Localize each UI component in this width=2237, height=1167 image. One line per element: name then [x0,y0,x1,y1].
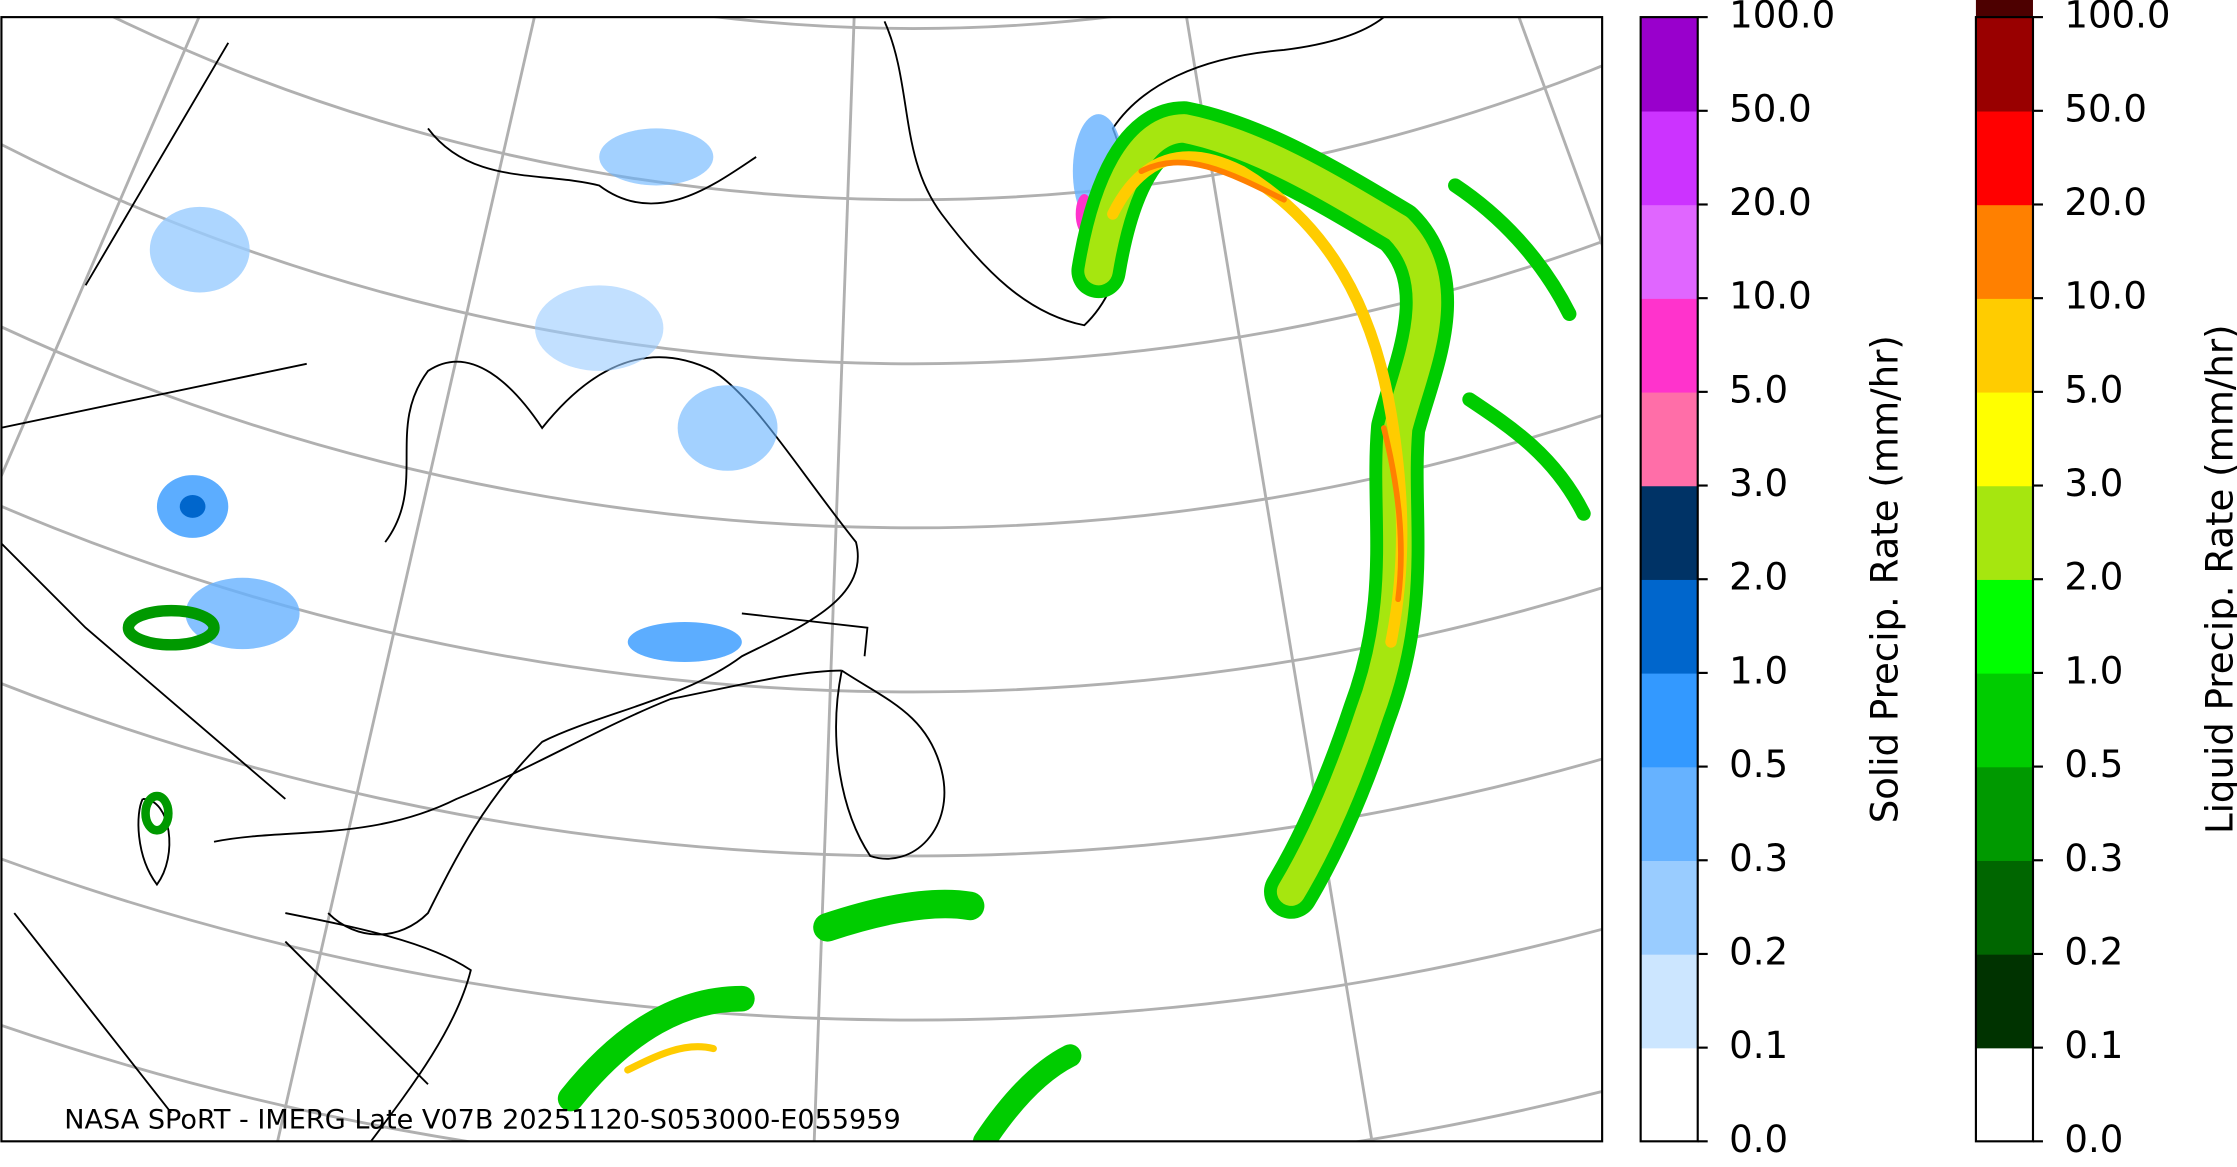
colorbar-tick-label: 0.0 [2064,1118,2123,1161]
colorbar-tick-label: 3.0 [2064,462,2123,505]
colorbar-tick-label: 20.0 [2064,181,2147,224]
color-bin [1975,766,2033,861]
color-bin [1640,298,1698,393]
colorbar-tick-label: 10.0 [1729,275,1812,318]
color-bin [1640,391,1698,487]
color-bin [1640,579,1698,674]
colorbar-tick-label: 2.0 [2064,556,2123,599]
colorbar-tick-label: 100.0 [1729,0,1835,37]
colorbar-tick-label: 50.0 [2064,87,2147,130]
colorbar-tick-label: 0.1 [2064,1024,2123,1067]
colorbar-tick-label: 10.0 [2064,275,2147,318]
colorbar-tick-label: 50.0 [1729,87,1812,130]
color-bin [1975,298,2033,393]
color-bin [1975,953,2033,1049]
colorbar-tick-label: 0.3 [2064,837,2123,880]
map-frame [0,16,1604,1143]
color-bin [1975,391,2033,487]
colorbar-label: Liquid Precip. Rate (mm/hr) [2199,324,2237,834]
credit: NASA SPoRT - IMERG Late V07B 20251120-S0… [64,1104,901,1135]
colorbar-tick-label: 2.0 [1729,556,1788,599]
color-bin [1640,672,1698,768]
color-bin [1975,485,2033,580]
colorbar-tick-label: 0.1 [1729,1024,1788,1067]
color-bin [1640,1047,1698,1143]
coastlines [1,17,1385,1142]
colorbar-tick-label: 0.2 [1729,930,1788,973]
color-bin [1975,579,2033,674]
colorbar-tick-label: 20.0 [1729,181,1812,224]
color-bin [1975,860,2033,955]
colorbar-tick-label: 1.0 [2064,649,2123,692]
color-bin [1640,17,1698,112]
liquid-precip [122,101,1591,1142]
color-bin [1640,485,1698,580]
colorbar-label: Solid Precip. Rate (mm/hr) [1863,335,1906,823]
color-bin [1640,766,1698,861]
colorbar-tick-label: 0.5 [1729,743,1788,786]
colorbar-tick-label: 100.0 [2064,0,2170,37]
color-bin [1975,204,2033,299]
color-bin [1640,204,1698,299]
solid-precip [149,114,1125,662]
colorbar-tick-label: 5.0 [1729,368,1788,411]
color-bin [1975,0,2033,18]
color-bin [1640,860,1698,955]
color-bin [1975,17,2033,112]
color-bin [1975,110,2033,206]
color-bin [1640,110,1698,206]
colorbar-tick-label: 1.0 [1729,649,1788,692]
colorbar-tick-label: 0.3 [1729,837,1788,880]
color-bin [1975,1047,2033,1143]
colorbar-tick-label: 5.0 [2064,368,2123,411]
colorbar-tick-label: 3.0 [1729,462,1788,505]
color-bin [1640,953,1698,1049]
colorbar-tick-label: 0.5 [2064,743,2123,786]
colorbar-tick-label: 0.2 [2064,930,2123,973]
colorbar-tick-label: 0.0 [1729,1118,1788,1161]
color-bin [1975,672,2033,768]
